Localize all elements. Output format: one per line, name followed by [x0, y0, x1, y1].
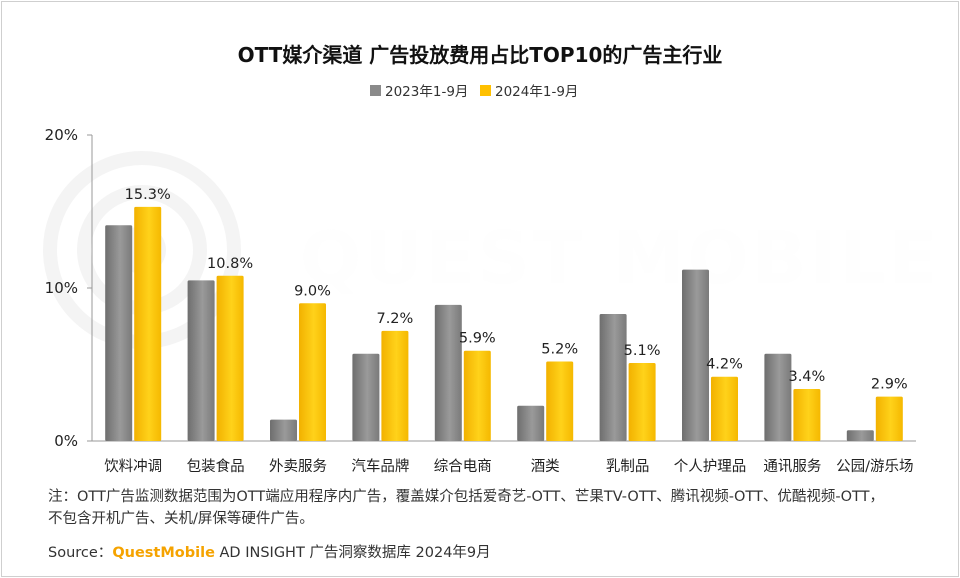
source-brand: QuestMobile: [112, 545, 215, 561]
x-tick-label: 综合电商: [434, 458, 492, 475]
x-tick-label: 公园/游乐场: [836, 458, 913, 475]
bar-chart: QUEST MOBILE OTT媒介渠道 广告投放费用占比TOP10的广告主行业…: [43, 43, 940, 475]
watermark-logo: QUEST MOBILE: [43, 151, 940, 349]
bar-2024-8: [711, 376, 738, 441]
bar-2024-4: [381, 330, 409, 441]
data-label: 4.2%: [706, 357, 743, 373]
source-detail: AD INSIGHT 广告洞察数据库 2024年9月: [214, 545, 491, 561]
bar-2024-9: [793, 388, 821, 441]
bar-2023-2: [187, 280, 215, 441]
legend-swatch-1: [370, 85, 381, 96]
bar-2024-5: [463, 350, 491, 441]
legend-label-2: 2024年1-9月: [495, 84, 578, 100]
bar-2023-3: [270, 419, 297, 441]
x-tick-label: 包装食品: [187, 458, 245, 475]
bar-2023-9: [764, 353, 792, 441]
data-label: 7.2%: [376, 311, 413, 327]
bar-2024-3: [299, 303, 326, 441]
data-label: 3.4%: [788, 369, 825, 385]
bar-2024-6: [546, 361, 574, 441]
data-label: 9.0%: [294, 283, 331, 299]
bar-2024-2: [216, 275, 244, 441]
bar-2024-7: [628, 362, 656, 441]
bar-2023-1: [105, 225, 133, 441]
x-tick-label: 通讯服务: [763, 458, 821, 475]
source-prefix: Source：: [48, 545, 113, 561]
source-line: Source：QuestMobile AD INSIGHT 广告洞察数据库 20…: [48, 541, 491, 562]
bar-2023-10: [846, 430, 874, 441]
data-label: 2.9%: [871, 377, 908, 393]
y-tick-label: 10%: [45, 279, 78, 297]
x-tick-label: 乳制品: [606, 458, 650, 475]
data-label: 5.2%: [541, 341, 578, 357]
watermark-text: QUEST MOBILE: [300, 216, 940, 300]
legend-label-1: 2023年1-9月: [385, 84, 468, 100]
bar-2024-1: [134, 206, 162, 441]
x-tick-label: 酒类: [531, 458, 560, 475]
x-tick-label: 个人护理品: [674, 458, 747, 475]
legend-swatch-2: [480, 85, 491, 96]
data-label: 10.8%: [207, 256, 253, 272]
bar-2023-6: [517, 405, 545, 441]
bar-2023-5: [434, 304, 462, 441]
chart-title: OTT媒介渠道 广告投放费用占比TOP10的广告主行业: [238, 43, 723, 67]
x-tick-label: 汽车品牌: [351, 458, 409, 475]
bar-2023-8: [682, 269, 709, 441]
x-tick-label: 饮料冲调: [104, 458, 162, 475]
data-label: 5.1%: [624, 343, 661, 359]
y-tick-label: 0%: [54, 432, 78, 450]
data-label: 5.9%: [459, 331, 496, 347]
y-tick-label: 20%: [45, 126, 78, 144]
bar-2023-4: [352, 353, 380, 441]
bar-2024-10: [875, 396, 903, 441]
bar-2023-7: [599, 314, 627, 441]
data-label: 15.3%: [125, 187, 171, 203]
footnote: 注：OTT广告监测数据范围为OTT端应用程序内广告，覆盖媒介包括爱奇艺-OTT、…: [48, 489, 884, 527]
x-tick-label: 外卖服务: [269, 458, 327, 475]
